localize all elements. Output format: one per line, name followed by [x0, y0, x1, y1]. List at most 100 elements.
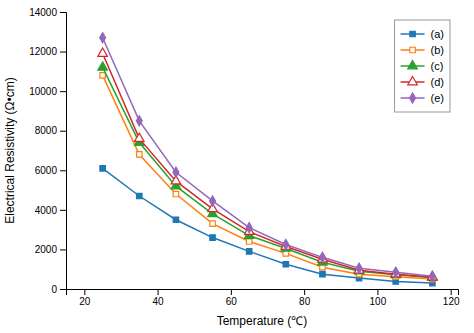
x-axis: 20 40 60 80 100 120	[67, 289, 460, 307]
y-axis: 0 2000 4000 6000 8000 10000 12000 14000	[29, 7, 66, 295]
point	[134, 133, 144, 141]
point	[210, 221, 215, 226]
tick-mark	[304, 289, 305, 295]
chart: 20 40 60 80 100 120 0 2000 4000 6000 8000 10000 1200…	[0, 0, 474, 333]
point	[100, 73, 105, 78]
series	[100, 166, 435, 286]
legend-label: (e)	[431, 92, 444, 104]
legend-marker	[410, 31, 415, 36]
legend-label: (d)	[431, 76, 444, 88]
tick-label: 14000	[29, 7, 57, 18]
tick-label: 2000	[35, 244, 58, 255]
tick-label: 20	[79, 296, 91, 307]
tick: 8000	[35, 125, 66, 136]
tick: 60	[226, 289, 238, 307]
tick-label: 12000	[29, 46, 57, 57]
point	[210, 196, 216, 206]
line	[103, 168, 433, 283]
axis-line	[60, 13, 67, 290]
series	[100, 33, 436, 282]
legend-label: (b)	[431, 44, 444, 56]
legend-entry: (a)	[401, 28, 444, 40]
y-axis-title: Electrical Resistivity (Ω•cm)	[3, 77, 17, 224]
legend-marker	[410, 93, 416, 103]
tick-mark	[60, 12, 66, 13]
tick-label: 6000	[35, 165, 58, 176]
tick-mark	[60, 289, 66, 290]
point	[246, 249, 251, 254]
point	[283, 239, 289, 249]
point	[98, 48, 108, 56]
legend-entry: (c)	[401, 60, 444, 72]
series	[98, 62, 437, 280]
point	[173, 191, 178, 196]
line	[103, 67, 433, 277]
point	[283, 262, 288, 267]
point	[136, 116, 142, 126]
tick-label: 8000	[35, 125, 58, 136]
tick: 100	[370, 289, 387, 307]
point	[100, 33, 106, 43]
tick-mark	[60, 210, 66, 211]
tick: 12000	[29, 46, 66, 57]
tick-label: 10000	[29, 86, 57, 97]
series	[100, 73, 435, 282]
point	[320, 271, 325, 276]
legend-marker	[408, 60, 418, 68]
tick-mark	[60, 91, 66, 92]
plot: 20 40 60 80 100 120 0 2000 4000 6000 8000 10000 1200…	[3, 7, 460, 328]
legend-label: (a)	[431, 28, 444, 40]
tick-label: 100	[370, 296, 387, 307]
series	[98, 48, 437, 280]
tick: 6000	[35, 165, 66, 176]
tick: 40	[153, 289, 165, 307]
marks	[98, 33, 437, 286]
point	[137, 193, 142, 198]
point	[429, 271, 435, 281]
point	[173, 167, 179, 177]
legend-label: (c)	[431, 60, 444, 72]
point	[356, 263, 362, 273]
legend: (a) (b) (c) (d) (e)	[395, 20, 450, 112]
point	[246, 223, 252, 233]
tick-mark	[158, 289, 159, 295]
tick-mark	[60, 249, 66, 250]
legend-entry: (d)	[401, 76, 444, 88]
tick-mark	[231, 289, 232, 295]
point	[100, 166, 105, 171]
legend-marker	[410, 47, 415, 52]
tick: 2000	[35, 244, 66, 255]
tick: 0	[51, 284, 66, 295]
tick-mark	[60, 52, 66, 53]
point	[173, 217, 178, 222]
point	[246, 239, 251, 244]
axis-line	[67, 290, 459, 296]
tick-label: 0	[51, 284, 57, 295]
tick-mark	[451, 289, 452, 295]
tick: 80	[299, 289, 311, 307]
tick-mark	[377, 289, 378, 295]
point	[393, 267, 399, 277]
line	[103, 75, 433, 279]
point	[137, 152, 142, 157]
x-axis-title: Temperature (℃)	[217, 314, 308, 328]
line	[103, 38, 433, 276]
point	[428, 272, 438, 280]
tick: 14000	[29, 7, 66, 18]
tick-mark	[60, 170, 66, 171]
tick-mark	[60, 131, 66, 132]
tick: 120	[443, 289, 460, 307]
tick-mark	[84, 289, 85, 295]
line	[103, 54, 433, 278]
tick: 10000	[29, 86, 66, 97]
point	[210, 235, 215, 240]
legend-frame	[395, 20, 450, 112]
legend-marker	[408, 76, 418, 84]
tick: 4000	[35, 205, 66, 216]
tick-label: 80	[299, 296, 311, 307]
tick-label: 60	[226, 296, 238, 307]
legend-entry: (e)	[401, 92, 444, 104]
tick-label: 120	[443, 296, 460, 307]
tick: 20	[79, 289, 91, 307]
tick-label: 4000	[35, 205, 58, 216]
